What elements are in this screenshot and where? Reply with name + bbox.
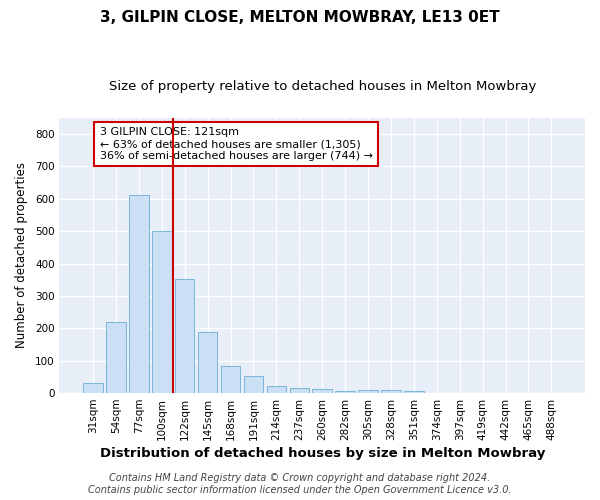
Text: 3, GILPIN CLOSE, MELTON MOWBRAY, LE13 0ET: 3, GILPIN CLOSE, MELTON MOWBRAY, LE13 0E… <box>100 10 500 25</box>
Bar <box>313 388 332 393</box>
Bar <box>221 366 240 393</box>
Bar <box>129 195 149 393</box>
Bar <box>266 386 286 393</box>
Bar <box>244 376 263 393</box>
Text: Contains HM Land Registry data © Crown copyright and database right 2024.
Contai: Contains HM Land Registry data © Crown c… <box>88 474 512 495</box>
Bar <box>404 391 424 393</box>
Bar <box>198 332 217 393</box>
Bar <box>381 390 401 393</box>
X-axis label: Distribution of detached houses by size in Melton Mowbray: Distribution of detached houses by size … <box>100 447 545 460</box>
Bar <box>106 322 126 393</box>
Bar <box>335 391 355 393</box>
Y-axis label: Number of detached properties: Number of detached properties <box>15 162 28 348</box>
Bar <box>290 388 309 393</box>
Bar <box>175 278 194 393</box>
Bar <box>83 384 103 393</box>
Text: 3 GILPIN CLOSE: 121sqm
← 63% of detached houses are smaller (1,305)
36% of semi-: 3 GILPIN CLOSE: 121sqm ← 63% of detached… <box>100 128 373 160</box>
Bar <box>152 231 172 393</box>
Bar <box>358 390 378 393</box>
Title: Size of property relative to detached houses in Melton Mowbray: Size of property relative to detached ho… <box>109 80 536 93</box>
